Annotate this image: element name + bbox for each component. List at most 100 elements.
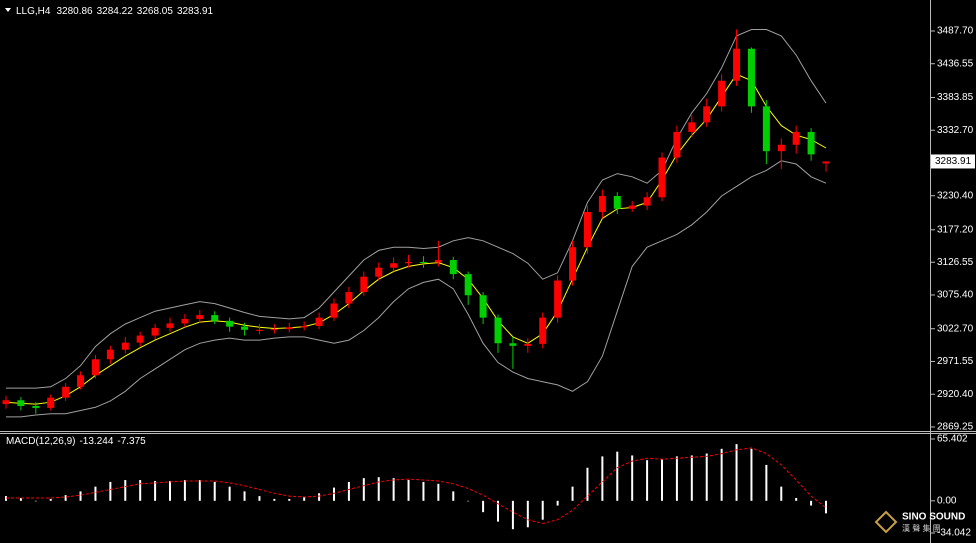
candle-body <box>181 318 189 324</box>
y-tick-label: -34.042 <box>937 528 971 539</box>
macd-bar <box>795 497 798 501</box>
macd-bar <box>213 481 216 501</box>
macd-bar <box>273 498 276 501</box>
y-tick-label: 3075.40 <box>937 290 974 301</box>
y-tick-label: 65.402 <box>937 434 968 445</box>
macd-bar <box>690 455 693 501</box>
macd-bar <box>541 500 544 520</box>
y-tick-label: 0.00 <box>937 495 957 506</box>
menu-arrow[interactable] <box>5 8 11 12</box>
macd-bar <box>34 500 37 502</box>
logo-name: SINO SOUND <box>902 512 965 523</box>
candle-body <box>226 320 234 327</box>
candle-body <box>807 131 815 155</box>
candle-body <box>121 342 129 350</box>
candle-body <box>479 295 487 318</box>
macd-bar <box>720 448 723 501</box>
macd-bar <box>765 464 768 501</box>
candle-body <box>285 327 293 330</box>
macd-bar <box>467 500 470 502</box>
y-tick-label: 3436.55 <box>937 58 974 69</box>
macd-bar <box>750 448 753 501</box>
candle-body <box>315 317 323 326</box>
macd-bar <box>780 486 783 501</box>
macd-bar <box>675 456 678 501</box>
candle-body <box>554 280 562 318</box>
candle-body <box>91 359 99 376</box>
macd-bar <box>64 495 67 501</box>
candle-body <box>2 400 10 405</box>
macd-bar <box>392 478 395 501</box>
macd-bar <box>646 460 649 501</box>
macd-bar <box>526 500 529 528</box>
macd-bar <box>347 481 350 501</box>
candle-body <box>196 315 204 319</box>
candle-body <box>106 349 114 360</box>
macd-bar <box>288 498 291 501</box>
y-tick-label: 3022.70 <box>937 323 974 334</box>
candle-body <box>524 343 532 346</box>
y-tick-label: 3487.70 <box>937 26 974 37</box>
candle-body <box>613 195 621 209</box>
candle-body <box>345 292 353 304</box>
macd-bar <box>258 496 261 501</box>
candle-body <box>539 317 547 344</box>
macd-bar <box>49 498 52 501</box>
macd-bar <box>810 500 813 506</box>
macd-bar <box>556 500 559 506</box>
candle-body <box>434 260 442 263</box>
candle-body <box>390 263 398 268</box>
candle-body <box>688 122 696 132</box>
macd-bar <box>482 500 485 513</box>
candle-body <box>270 329 278 331</box>
last-open: 3280.86 <box>56 6 93 17</box>
y-tick-label: 3126.55 <box>937 257 974 268</box>
candle-body <box>703 106 711 123</box>
macd-signal: -7.375 <box>117 436 146 447</box>
candle-body <box>419 261 427 263</box>
candle-body <box>77 375 85 387</box>
macd-bar <box>362 478 365 501</box>
candle-body <box>628 205 636 209</box>
logo-icon <box>874 510 898 534</box>
candle-body <box>658 157 666 198</box>
candle-body <box>360 276 368 293</box>
y-tick-label: 3383.85 <box>937 92 974 103</box>
candle-body <box>405 261 413 264</box>
y-tick-label: 3230.40 <box>937 190 974 201</box>
macd-bar <box>198 480 201 501</box>
logo: SINO SOUND 漢 聲 集 團 <box>874 510 965 534</box>
y-tick-label: 2869.25 <box>937 422 974 433</box>
macd-bar <box>228 486 231 501</box>
macd-bar <box>452 491 455 501</box>
candle-body <box>718 80 726 107</box>
candle-body <box>375 267 383 277</box>
macd-bar <box>601 456 604 501</box>
logo-subtitle: 漢 聲 集 團 <box>902 523 941 533</box>
macd-bar <box>318 493 321 501</box>
macd-bar <box>497 500 499 522</box>
macd-bar <box>333 487 335 501</box>
indicator-line <box>6 29 827 389</box>
macd-bar <box>19 497 22 501</box>
candle-body <box>151 327 159 336</box>
y-tick-label: 2971.55 <box>937 356 974 367</box>
candle-body <box>747 48 755 107</box>
macd-bar <box>109 481 112 501</box>
macd-bar <box>825 500 827 514</box>
macd-bar <box>571 486 574 501</box>
candle-body <box>241 326 249 330</box>
candle-body <box>673 131 681 158</box>
candle-body <box>255 329 263 331</box>
candle-body <box>792 131 800 145</box>
candle-body <box>643 197 651 206</box>
macd-bar <box>139 480 142 501</box>
candle-body <box>17 400 25 407</box>
macd-bar <box>616 451 619 501</box>
y-tick-label: 2920.40 <box>937 389 974 400</box>
last-close: 3283.91 <box>177 6 214 17</box>
indicator-line <box>6 160 827 418</box>
